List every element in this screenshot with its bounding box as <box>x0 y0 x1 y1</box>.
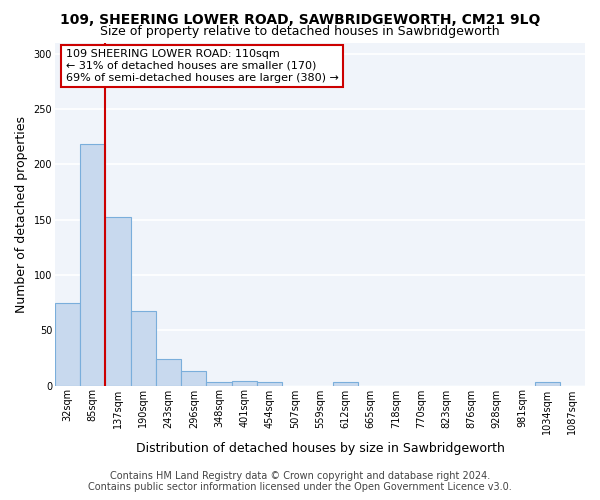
Bar <box>206 382 232 386</box>
Text: 109, SHEERING LOWER ROAD, SAWBRIDGEWORTH, CM21 9LQ: 109, SHEERING LOWER ROAD, SAWBRIDGEWORTH… <box>60 12 540 26</box>
X-axis label: Distribution of detached houses by size in Sawbridgeworth: Distribution of detached houses by size … <box>136 442 505 455</box>
Bar <box>156 359 181 386</box>
Bar <box>131 312 156 386</box>
Text: 109 SHEERING LOWER ROAD: 110sqm
← 31% of detached houses are smaller (170)
69% o: 109 SHEERING LOWER ROAD: 110sqm ← 31% of… <box>65 50 338 82</box>
Text: Contains HM Land Registry data © Crown copyright and database right 2024.
Contai: Contains HM Land Registry data © Crown c… <box>88 471 512 492</box>
Bar <box>535 382 560 386</box>
Bar <box>80 144 106 386</box>
Y-axis label: Number of detached properties: Number of detached properties <box>15 116 28 312</box>
Bar <box>181 371 206 386</box>
Text: Size of property relative to detached houses in Sawbridgeworth: Size of property relative to detached ho… <box>100 25 500 38</box>
Bar <box>332 382 358 386</box>
Bar <box>106 218 131 386</box>
Bar <box>232 381 257 386</box>
Bar <box>55 302 80 386</box>
Bar <box>257 382 282 386</box>
